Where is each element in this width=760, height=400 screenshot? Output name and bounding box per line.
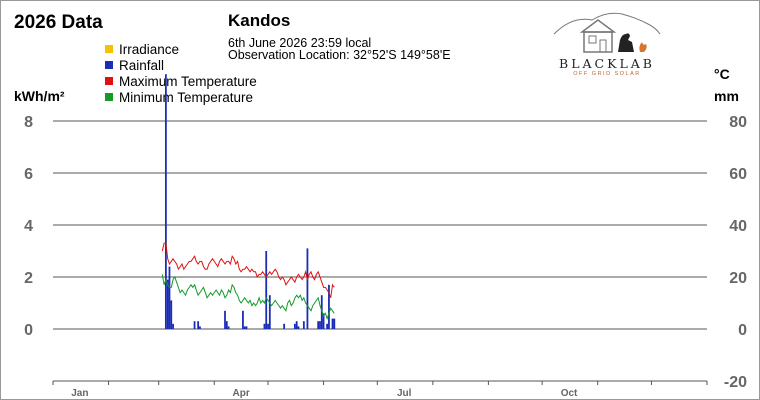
blacklab-logo <box>553 12 661 53</box>
logo-name: BLACKLAB <box>559 56 655 71</box>
logo-tagline: OFF GRID SOLAR <box>573 71 641 77</box>
left-tick-label: 6 <box>24 166 33 183</box>
legend-label-irradiance: Irradiance <box>119 42 180 57</box>
x-tick-label: Oct <box>561 388 578 399</box>
left-tick-label: 0 <box>24 322 33 339</box>
x-tick-label: Apr <box>233 388 250 399</box>
left-tick-label: 4 <box>24 218 33 235</box>
legend-item-rainfall: Rainfall <box>105 58 164 73</box>
left-axis-unit: kWh/m² <box>14 88 65 104</box>
rainfall-bar <box>170 300 173 329</box>
rainfall-bar <box>297 326 300 329</box>
right-axis-unit-celsius: °C <box>714 66 730 82</box>
legend-item-min-temperature: Minimum Temperature <box>105 90 253 105</box>
right-tick-label: 60 <box>729 166 747 183</box>
left-tick-label: 2 <box>24 270 33 287</box>
rainfall-bar <box>224 310 226 329</box>
rainfall-bar <box>164 74 167 329</box>
rainfall-bar <box>306 248 309 329</box>
rainfall-bar <box>199 326 201 329</box>
rainfall-bar <box>326 323 329 329</box>
rainfall-bar <box>265 251 268 329</box>
rainfall-bar <box>193 321 196 329</box>
legend-label-rainfall: Rainfall <box>119 58 165 73</box>
legend-swatch-irradiance <box>105 45 113 53</box>
rainfall-bar <box>225 321 228 329</box>
right-tick-label: 20 <box>729 270 747 287</box>
legend-swatch-max-temperature <box>105 77 113 85</box>
legend-swatch-min-temperature <box>105 93 113 101</box>
rainfall-bar <box>172 323 174 329</box>
rainfall-bar <box>268 295 271 329</box>
right-tick-label: 80 <box>729 114 747 131</box>
max-temperature-line <box>161 242 335 298</box>
rainfall-bar <box>227 326 230 329</box>
rainfall-bar <box>295 321 298 329</box>
legend-item-max-temperature: Maximum Temperature <box>105 74 257 89</box>
rainfall-bar <box>168 266 171 329</box>
observation-location: Observation Location: 32°52'S 149°58'E <box>228 48 451 62</box>
rainfall-bar <box>331 318 334 329</box>
rainfall-bar <box>322 313 325 329</box>
rainfall-bar <box>243 326 246 329</box>
legend-label-min-temperature: Minimum Temperature <box>119 90 254 105</box>
rainfall-bar <box>245 326 248 329</box>
chart-title: 2026 Data <box>14 12 103 33</box>
legend-label-max-temperature: Maximum Temperature <box>119 74 257 89</box>
rainfall-bar <box>242 310 244 329</box>
legend-item-irradiance: Irradiance <box>105 42 179 57</box>
rainfall-bar <box>267 323 269 329</box>
right-tick-label: 40 <box>729 218 747 235</box>
right-tick-label: 0 <box>738 322 747 339</box>
rainfall-bar <box>293 323 296 329</box>
left-tick-label: 8 <box>24 114 33 131</box>
rainfall-bar <box>263 323 266 329</box>
rainfall-bar <box>283 323 286 329</box>
right-tick-label: -20 <box>724 374 747 391</box>
x-tick-label: Jan <box>71 388 88 399</box>
rainfall-bar <box>328 284 330 329</box>
x-tick-label: Jul <box>397 388 412 399</box>
right-axis-unit-mm: mm <box>714 88 739 104</box>
rainfall-bar <box>197 321 200 329</box>
station-name: Kandos <box>228 11 291 30</box>
observation-time: 6th June 2026 23:59 local <box>228 36 372 50</box>
rainfall-bar <box>333 318 336 329</box>
min-temperature-line <box>161 274 335 321</box>
rainfall-bar <box>166 279 169 329</box>
rainfall-bar <box>317 321 320 329</box>
rainfall-bar <box>319 321 321 329</box>
legend-swatch-rainfall <box>105 61 113 69</box>
rainfall-bar <box>302 321 305 329</box>
